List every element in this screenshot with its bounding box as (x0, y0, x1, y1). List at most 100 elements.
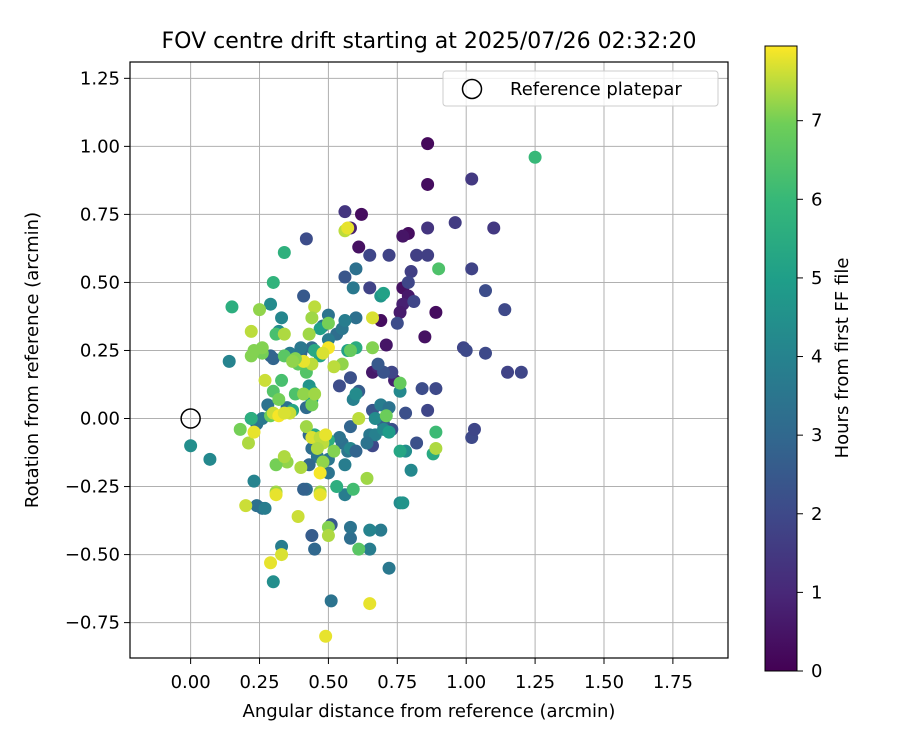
data-point (363, 281, 377, 295)
data-point (377, 286, 391, 300)
data-point (374, 523, 388, 537)
reference-platepar-marker (180, 408, 201, 429)
data-point (203, 452, 217, 466)
colorbar-tick-label: 4 (811, 347, 822, 368)
data-point (418, 330, 432, 344)
data-point (343, 420, 357, 434)
data-point (346, 281, 360, 295)
data-point (275, 548, 289, 562)
data-point (266, 275, 280, 289)
grid-lines (130, 62, 728, 658)
data-point (404, 463, 418, 477)
data-point (269, 458, 283, 472)
data-point (421, 221, 435, 235)
data-point (332, 379, 346, 393)
y-tick-label: 1.00 (80, 136, 120, 157)
data-point (379, 409, 393, 423)
x-tick-label: 1.75 (653, 672, 693, 693)
data-point (302, 327, 316, 341)
y-tick-label: 0.75 (80, 204, 120, 225)
data-point (308, 300, 322, 314)
data-point (352, 240, 366, 254)
data-point (341, 221, 355, 235)
colorbar-label: Hours from first FF file (832, 258, 853, 459)
data-point (393, 444, 407, 458)
y-axis-label: Rotation from reference (arcmin) (22, 212, 43, 508)
data-point (299, 420, 313, 434)
data-point (407, 294, 421, 308)
data-point (343, 520, 357, 534)
data-point (239, 499, 253, 513)
colorbar-gradient (764, 45, 798, 672)
data-point (266, 575, 280, 589)
colorbar-tick-label: 1 (811, 582, 822, 603)
data-point (363, 542, 377, 556)
data-point (514, 365, 528, 379)
data-point (363, 523, 377, 537)
colorbar-tick-label: 0 (811, 661, 822, 682)
x-axis-label: Angular distance from reference (arcmin) (243, 701, 616, 722)
data-point (269, 488, 283, 502)
data-point (233, 422, 247, 436)
data-point (330, 480, 344, 494)
data-point (404, 265, 418, 279)
data-point (393, 305, 407, 319)
data-point (343, 531, 357, 545)
chart-title: FOV centre drift starting at 2025/07/26 … (162, 29, 697, 54)
data-point (382, 425, 396, 439)
data-point (277, 450, 291, 464)
data-point (338, 205, 352, 219)
y-tick-label: 0.00 (80, 409, 120, 430)
data-point (225, 300, 239, 314)
data-point (379, 338, 393, 352)
data-point (299, 232, 313, 246)
data-point (371, 357, 385, 371)
data-point (498, 303, 512, 317)
data-point (432, 262, 446, 276)
data-point (294, 460, 308, 474)
y-axis-ticks: −0.75 −0.50 −0.25 0.00 0.25 0.50 0.75 1.00 1.25 (65, 68, 130, 634)
x-tick-label: 0.75 (377, 672, 417, 693)
data-point (241, 436, 255, 450)
y-tick-label: −0.75 (65, 613, 120, 634)
colorbar-ticks: 0 1 2 3 4 5 6 7 (797, 111, 822, 682)
data-point (478, 346, 492, 360)
data-point (366, 341, 380, 355)
data-point (277, 327, 291, 341)
data-point (360, 436, 374, 450)
colorbar-tick-label: 7 (811, 111, 822, 132)
data-point (465, 172, 479, 186)
data-point (244, 412, 258, 426)
data-point (343, 371, 357, 385)
data-point (272, 392, 286, 406)
data-point (277, 246, 291, 260)
data-point (459, 343, 473, 357)
y-tick-label: 0.25 (80, 340, 120, 361)
data-point (346, 482, 360, 496)
data-point (258, 501, 272, 515)
data-point (343, 343, 357, 357)
data-point (266, 352, 280, 366)
data-point (310, 441, 324, 455)
data-point (363, 597, 377, 611)
data-point (313, 488, 327, 502)
data-point (421, 137, 435, 151)
data-point (305, 398, 319, 412)
data-point (264, 297, 278, 311)
y-tick-label: −0.50 (65, 545, 120, 566)
data-point (332, 431, 346, 445)
data-point (421, 248, 435, 262)
data-point (396, 229, 410, 243)
x-axis-ticks: 0.00 0.25 0.50 0.75 1.00 1.25 1.50 1.75 (171, 658, 693, 693)
colorbar-tick-label: 2 (811, 504, 822, 525)
data-point (247, 474, 261, 488)
data-point (286, 354, 300, 368)
colorbar-tick-label: 3 (811, 425, 822, 446)
data-point (421, 177, 435, 191)
data-point (247, 343, 261, 357)
legend-marker-icon (461, 78, 483, 100)
data-point (338, 314, 352, 328)
data-point (297, 289, 311, 303)
data-point (327, 444, 341, 458)
data-point (478, 284, 492, 298)
